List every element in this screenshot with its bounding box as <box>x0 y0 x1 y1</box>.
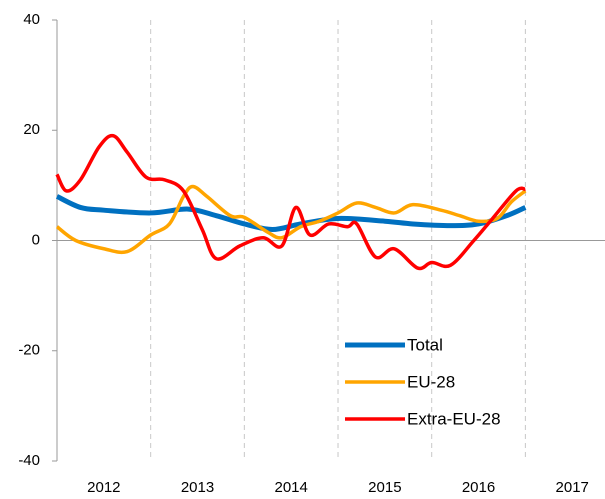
y-tick-label: -20 <box>18 342 40 359</box>
y-tick-label: 20 <box>23 121 40 138</box>
x-tick-label: 2014 <box>275 479 308 496</box>
legend-label: EU-28 <box>407 372 455 391</box>
series-line <box>55 133 526 271</box>
x-tick-label: 2017 <box>556 479 589 496</box>
y-tick-label: 40 <box>23 11 40 28</box>
series-line <box>55 194 527 232</box>
y-tick-label: 0 <box>32 231 40 248</box>
x-tick-label: 2016 <box>462 479 495 496</box>
x-tick-label: 2015 <box>368 479 401 496</box>
series-line <box>55 184 527 255</box>
x-tick-label: 2013 <box>181 479 214 496</box>
y-tick-label: -40 <box>18 452 40 469</box>
legend-label: Extra-EU-28 <box>407 409 501 428</box>
x-tick-label: 2012 <box>87 479 120 496</box>
legend-label: Total <box>407 335 443 354</box>
